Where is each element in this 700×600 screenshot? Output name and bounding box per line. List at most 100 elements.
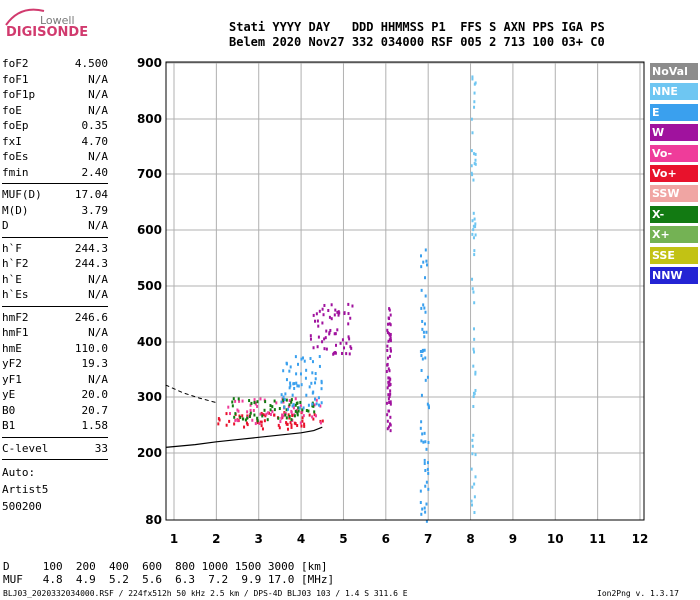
echo-point bbox=[284, 392, 287, 396]
param-name: B1 bbox=[2, 419, 16, 432]
echo-point bbox=[387, 397, 390, 401]
echo-point bbox=[389, 415, 392, 419]
echo-point bbox=[241, 417, 244, 421]
echo-point bbox=[473, 152, 476, 156]
param-row: hmE 110.0 bbox=[2, 342, 108, 356]
echo-point bbox=[296, 384, 299, 388]
echo-point bbox=[420, 354, 423, 358]
echo-point bbox=[267, 411, 270, 415]
echo-point bbox=[269, 408, 272, 412]
echo-point bbox=[285, 398, 288, 402]
legend-item: SSW bbox=[650, 185, 698, 203]
echo-point bbox=[316, 319, 319, 323]
echo-point bbox=[281, 413, 284, 417]
param-name: foEs bbox=[2, 150, 29, 163]
echo-point bbox=[299, 400, 302, 404]
echo-point bbox=[295, 401, 298, 405]
echo-point bbox=[305, 368, 308, 372]
echo-point bbox=[389, 349, 392, 353]
echo-point bbox=[472, 347, 475, 351]
param-name: yF1 bbox=[2, 372, 22, 386]
echo-point bbox=[301, 408, 304, 412]
param-row: h`E N/A bbox=[2, 273, 108, 287]
echo-point bbox=[317, 324, 320, 328]
param-row: C-level 33 bbox=[2, 442, 108, 456]
autoscaling-line: Auto: bbox=[2, 466, 36, 479]
legend-item: NNW bbox=[650, 267, 698, 284]
echo-point bbox=[426, 375, 429, 379]
echo-point bbox=[237, 409, 240, 413]
echo-point bbox=[299, 372, 302, 376]
echo-point bbox=[419, 350, 422, 354]
echo-point bbox=[328, 332, 331, 336]
echo-point bbox=[387, 409, 390, 413]
echo-point bbox=[471, 219, 474, 223]
echo-point bbox=[386, 331, 389, 335]
profile-trace-dashed bbox=[165, 384, 217, 404]
header-field-names: Stati YYYY DAY DDD HHMMSS P1 FFS S AXN P… bbox=[229, 20, 605, 34]
echo-point bbox=[319, 421, 322, 425]
echo-point bbox=[474, 372, 477, 376]
echo-point bbox=[389, 429, 392, 433]
echo-point bbox=[253, 400, 256, 404]
echo-point bbox=[425, 330, 428, 334]
logo-lowell-text: Lowell bbox=[40, 14, 75, 27]
y-tick-label: 80 bbox=[145, 513, 162, 527]
echo-point bbox=[387, 380, 390, 384]
echo-point bbox=[472, 236, 475, 240]
echo-point bbox=[343, 346, 346, 350]
param-name: yE bbox=[2, 388, 16, 401]
echo-point bbox=[294, 355, 297, 359]
echo-point bbox=[233, 415, 236, 419]
echo-point bbox=[282, 397, 285, 401]
echo-point bbox=[386, 348, 389, 352]
echo-point bbox=[345, 341, 348, 345]
echo-point bbox=[303, 359, 306, 363]
echo-point bbox=[264, 414, 267, 418]
param-name: foF1p bbox=[2, 88, 36, 101]
echo-point bbox=[472, 404, 475, 408]
echo-point bbox=[312, 313, 315, 317]
echo-point bbox=[280, 393, 283, 397]
param-name: hmF1 bbox=[2, 326, 29, 339]
param-value: N/A bbox=[88, 219, 108, 232]
plot-frame bbox=[165, 61, 645, 521]
param-value: N/A bbox=[88, 372, 108, 386]
echo-point bbox=[293, 382, 296, 386]
echo-point bbox=[278, 407, 281, 411]
echo-point bbox=[471, 277, 474, 281]
y-tick-label: 700 bbox=[137, 167, 162, 181]
echo-point bbox=[288, 399, 291, 403]
echo-point bbox=[288, 369, 291, 373]
echo-point bbox=[472, 433, 475, 437]
echo-point bbox=[256, 416, 259, 420]
echo-point bbox=[288, 414, 291, 418]
param-row: foEs N/A bbox=[2, 150, 108, 164]
echo-point bbox=[287, 404, 290, 408]
echo-point bbox=[335, 343, 338, 347]
echo-point bbox=[311, 371, 314, 375]
param-name: foE bbox=[2, 103, 22, 117]
echo-point bbox=[419, 501, 422, 505]
echo-point bbox=[328, 315, 331, 319]
autoscaling-line: Artist5 bbox=[2, 483, 49, 496]
echo-point bbox=[227, 405, 230, 409]
echo-point bbox=[472, 211, 475, 215]
echo-scatter bbox=[217, 75, 477, 523]
echo-point bbox=[313, 413, 316, 417]
echo-point bbox=[472, 290, 475, 294]
echo-point bbox=[423, 506, 426, 510]
echo-point bbox=[290, 400, 293, 404]
param-name: foEp bbox=[2, 119, 29, 132]
echo-point bbox=[290, 411, 293, 415]
echo-point bbox=[423, 306, 426, 310]
echo-point bbox=[389, 347, 392, 351]
echo-point bbox=[343, 311, 346, 315]
echo-point bbox=[474, 158, 477, 162]
echo-point bbox=[347, 322, 350, 326]
echo-point bbox=[313, 410, 316, 414]
echo-point bbox=[320, 379, 323, 383]
echo-point bbox=[256, 421, 259, 425]
echo-point bbox=[351, 304, 354, 308]
